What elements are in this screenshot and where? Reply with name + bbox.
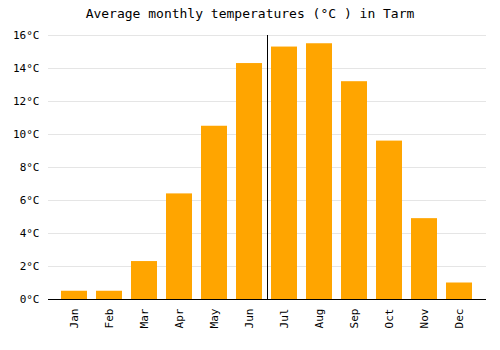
svg-text:Sep: Sep (348, 309, 361, 329)
svg-text:Oct: Oct (383, 309, 396, 329)
svg-text:0°C: 0°C (20, 293, 40, 306)
html-text:Average monthly temperatures (: Average monthly temperatures (°C ) in Ta… (85, 6, 415, 21)
svg-text:Dec: Dec (453, 309, 466, 329)
svg-text:Jun: Jun (243, 309, 256, 329)
svg-text:4°C: 4°C (20, 227, 40, 240)
svg-text:Apr: Apr (173, 308, 186, 328)
svg-text:2°C: 2°C (20, 260, 40, 273)
svg-text:Jan: Jan (68, 309, 81, 329)
svg-text:8°C: 8°C (20, 161, 40, 174)
svg-text:Mar: Mar (138, 308, 151, 328)
svg-text:Jul: Jul (278, 309, 291, 329)
svg-text:12°C: 12°C (13, 95, 40, 108)
svg-text:Aug: Aug (313, 309, 326, 329)
svg-text:10°C: 10°C (13, 128, 40, 141)
svg-text:May: May (208, 308, 221, 328)
svg-text:6°C: 6°C (20, 194, 40, 207)
svg-text:Nov: Nov (418, 308, 431, 328)
svg-text:Feb: Feb (103, 309, 116, 329)
svg-text:14°C: 14°C (13, 62, 40, 75)
svg-text:16°C: 16°C (13, 29, 40, 42)
